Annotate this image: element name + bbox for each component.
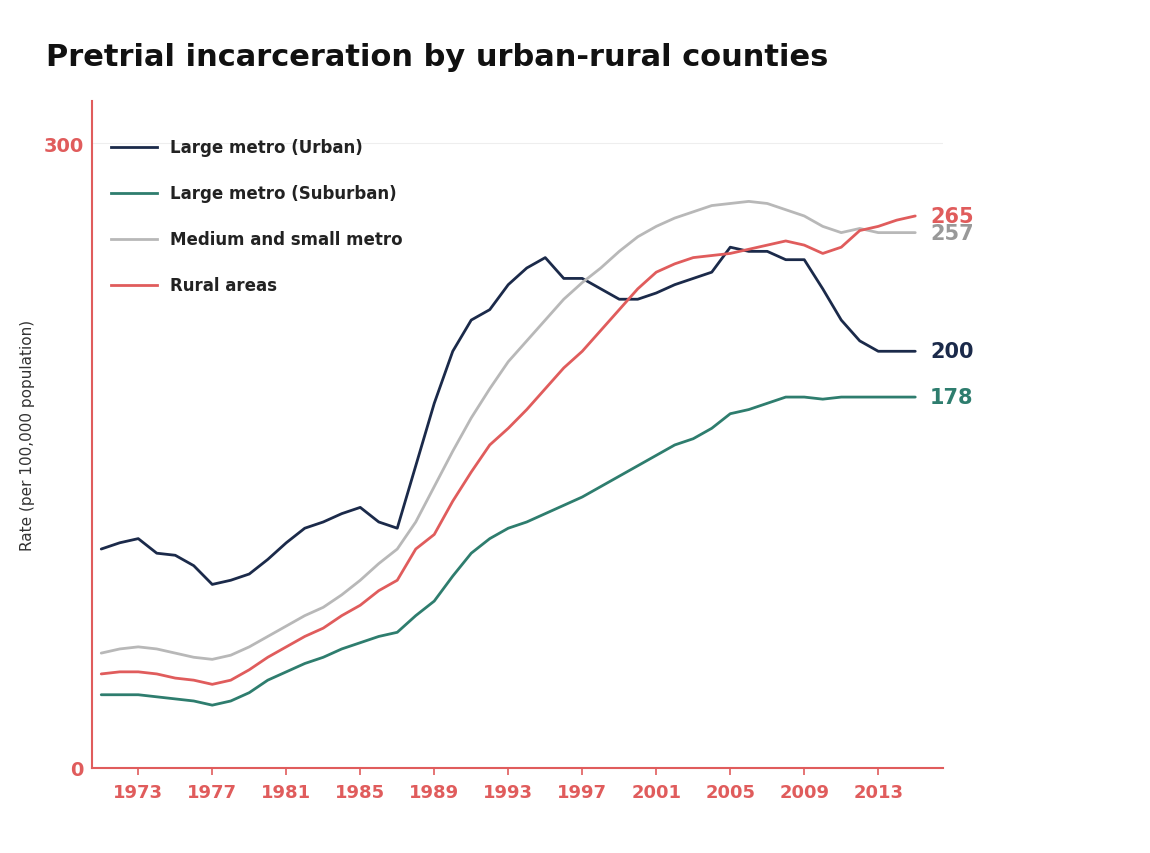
- Text: Medium and small metro: Medium and small metro: [170, 230, 402, 248]
- Text: 200: 200: [930, 342, 974, 362]
- Text: 265: 265: [930, 206, 974, 227]
- Text: 178: 178: [930, 387, 974, 408]
- Y-axis label: Rate (per 100,000 population): Rate (per 100,000 population): [20, 320, 36, 550]
- Text: Large metro (Suburban): Large metro (Suburban): [170, 185, 397, 203]
- Text: 257: 257: [930, 223, 974, 243]
- Text: Large metro (Urban): Large metro (Urban): [170, 139, 362, 157]
- Text: Pretrial incarceration by urban-rural counties: Pretrial incarceration by urban-rural co…: [46, 43, 828, 72]
- Text: Rural areas: Rural areas: [170, 276, 277, 294]
